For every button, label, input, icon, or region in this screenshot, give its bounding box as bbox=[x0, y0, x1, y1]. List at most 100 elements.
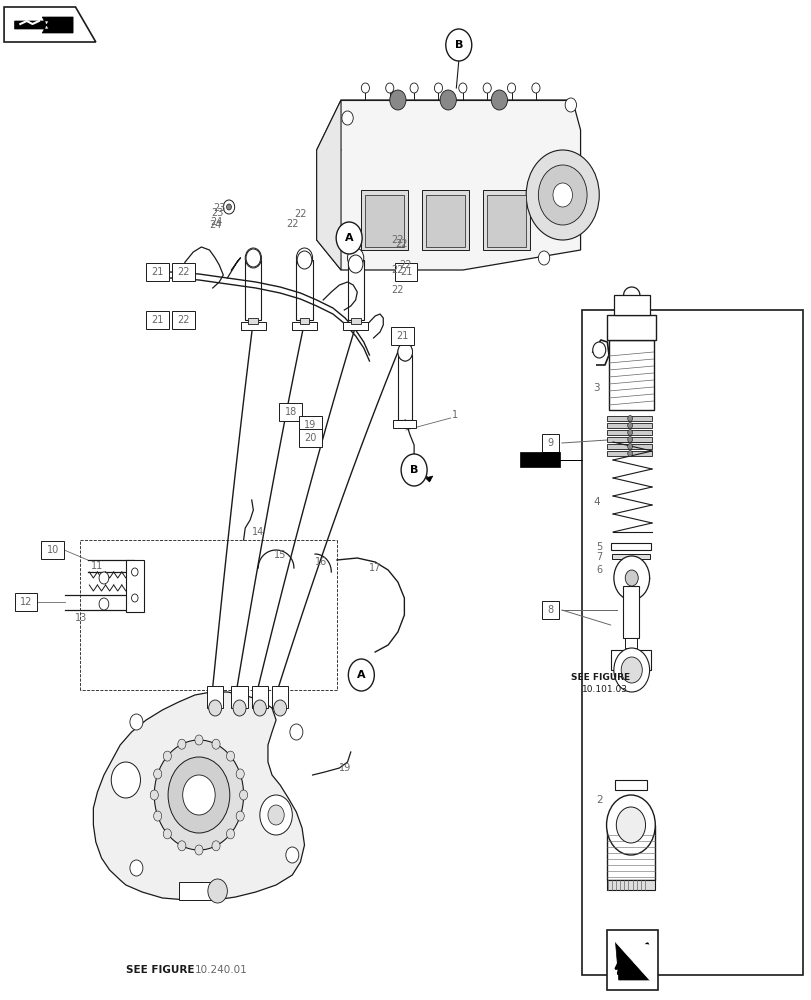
Bar bbox=[15, 593, 37, 611]
Circle shape bbox=[290, 724, 303, 740]
Bar bbox=[248, 318, 258, 324]
Circle shape bbox=[458, 83, 466, 93]
Bar bbox=[606, 880, 654, 890]
Polygon shape bbox=[425, 476, 432, 482]
Text: 22: 22 bbox=[294, 209, 307, 219]
Circle shape bbox=[226, 751, 234, 761]
Circle shape bbox=[507, 83, 515, 93]
Circle shape bbox=[397, 343, 412, 361]
Circle shape bbox=[526, 150, 599, 240]
Circle shape bbox=[154, 740, 243, 850]
Circle shape bbox=[341, 111, 353, 125]
Text: 24: 24 bbox=[208, 220, 221, 230]
Circle shape bbox=[348, 659, 374, 691]
Circle shape bbox=[627, 436, 632, 442]
Circle shape bbox=[233, 700, 246, 716]
Circle shape bbox=[273, 700, 286, 716]
Circle shape bbox=[538, 165, 586, 225]
Circle shape bbox=[531, 83, 539, 93]
Circle shape bbox=[538, 251, 549, 265]
Polygon shape bbox=[316, 100, 341, 270]
Text: 2: 2 bbox=[595, 795, 602, 805]
Text: 19: 19 bbox=[338, 763, 351, 773]
Circle shape bbox=[163, 829, 171, 839]
Bar bbox=[391, 327, 414, 345]
Bar bbox=[146, 263, 169, 281]
Text: 21: 21 bbox=[399, 267, 412, 277]
Text: 10.101.03: 10.101.03 bbox=[581, 686, 627, 694]
Bar bbox=[622, 586, 638, 638]
Circle shape bbox=[347, 248, 363, 268]
Circle shape bbox=[483, 83, 491, 93]
Circle shape bbox=[178, 739, 186, 749]
Circle shape bbox=[99, 598, 109, 610]
Circle shape bbox=[613, 648, 649, 692]
Circle shape bbox=[239, 790, 247, 800]
Bar bbox=[207, 686, 223, 708]
Bar bbox=[607, 437, 651, 442]
Bar bbox=[607, 444, 651, 449]
Text: 22: 22 bbox=[395, 239, 408, 249]
Bar bbox=[613, 295, 649, 315]
Polygon shape bbox=[615, 940, 649, 980]
Text: 11: 11 bbox=[91, 561, 104, 571]
Bar bbox=[393, 420, 415, 428]
Bar bbox=[607, 315, 655, 340]
Text: B: B bbox=[454, 40, 462, 50]
Bar bbox=[279, 403, 302, 421]
Bar bbox=[607, 430, 651, 435]
Circle shape bbox=[208, 879, 227, 903]
Bar bbox=[607, 423, 651, 428]
Bar bbox=[347, 260, 363, 320]
Circle shape bbox=[624, 570, 637, 586]
Circle shape bbox=[285, 847, 298, 863]
Text: 4: 4 bbox=[593, 497, 599, 507]
Bar bbox=[610, 650, 650, 670]
Bar bbox=[241, 322, 265, 330]
Circle shape bbox=[268, 805, 284, 825]
Text: 10.240.01: 10.240.01 bbox=[195, 965, 247, 975]
Text: A: A bbox=[357, 670, 365, 680]
Circle shape bbox=[297, 251, 311, 269]
Text: 15: 15 bbox=[273, 550, 286, 560]
Circle shape bbox=[178, 841, 186, 851]
Circle shape bbox=[616, 807, 645, 843]
Circle shape bbox=[606, 795, 654, 855]
Circle shape bbox=[131, 568, 138, 576]
Circle shape bbox=[236, 769, 244, 779]
Circle shape bbox=[410, 83, 418, 93]
Circle shape bbox=[627, 416, 632, 422]
Bar bbox=[394, 263, 417, 281]
Bar bbox=[231, 686, 247, 708]
Text: 23: 23 bbox=[211, 208, 224, 218]
Text: 21: 21 bbox=[151, 267, 164, 277]
Bar bbox=[299, 318, 309, 324]
Text: 3: 3 bbox=[593, 383, 599, 393]
Circle shape bbox=[153, 811, 161, 821]
Circle shape bbox=[397, 343, 412, 361]
Circle shape bbox=[336, 222, 362, 254]
Bar bbox=[146, 311, 169, 329]
Bar bbox=[41, 541, 64, 559]
Circle shape bbox=[253, 700, 266, 716]
Text: SEE FIGURE: SEE FIGURE bbox=[126, 965, 194, 975]
Bar bbox=[426, 195, 465, 247]
Polygon shape bbox=[93, 692, 304, 900]
Text: 19: 19 bbox=[303, 420, 316, 430]
Text: 8: 8 bbox=[547, 605, 553, 615]
Text: 12: 12 bbox=[19, 597, 32, 607]
Bar bbox=[298, 416, 321, 434]
Circle shape bbox=[226, 829, 234, 839]
Circle shape bbox=[153, 769, 161, 779]
Circle shape bbox=[168, 757, 230, 833]
Text: 13: 13 bbox=[75, 613, 88, 623]
Bar bbox=[615, 780, 646, 790]
Bar bbox=[607, 416, 651, 421]
Circle shape bbox=[208, 700, 221, 716]
Text: B: B bbox=[410, 465, 418, 475]
Circle shape bbox=[131, 594, 138, 602]
Circle shape bbox=[613, 556, 649, 600]
Text: 21: 21 bbox=[396, 331, 409, 341]
Text: 18: 18 bbox=[284, 407, 297, 417]
Bar bbox=[343, 322, 367, 330]
